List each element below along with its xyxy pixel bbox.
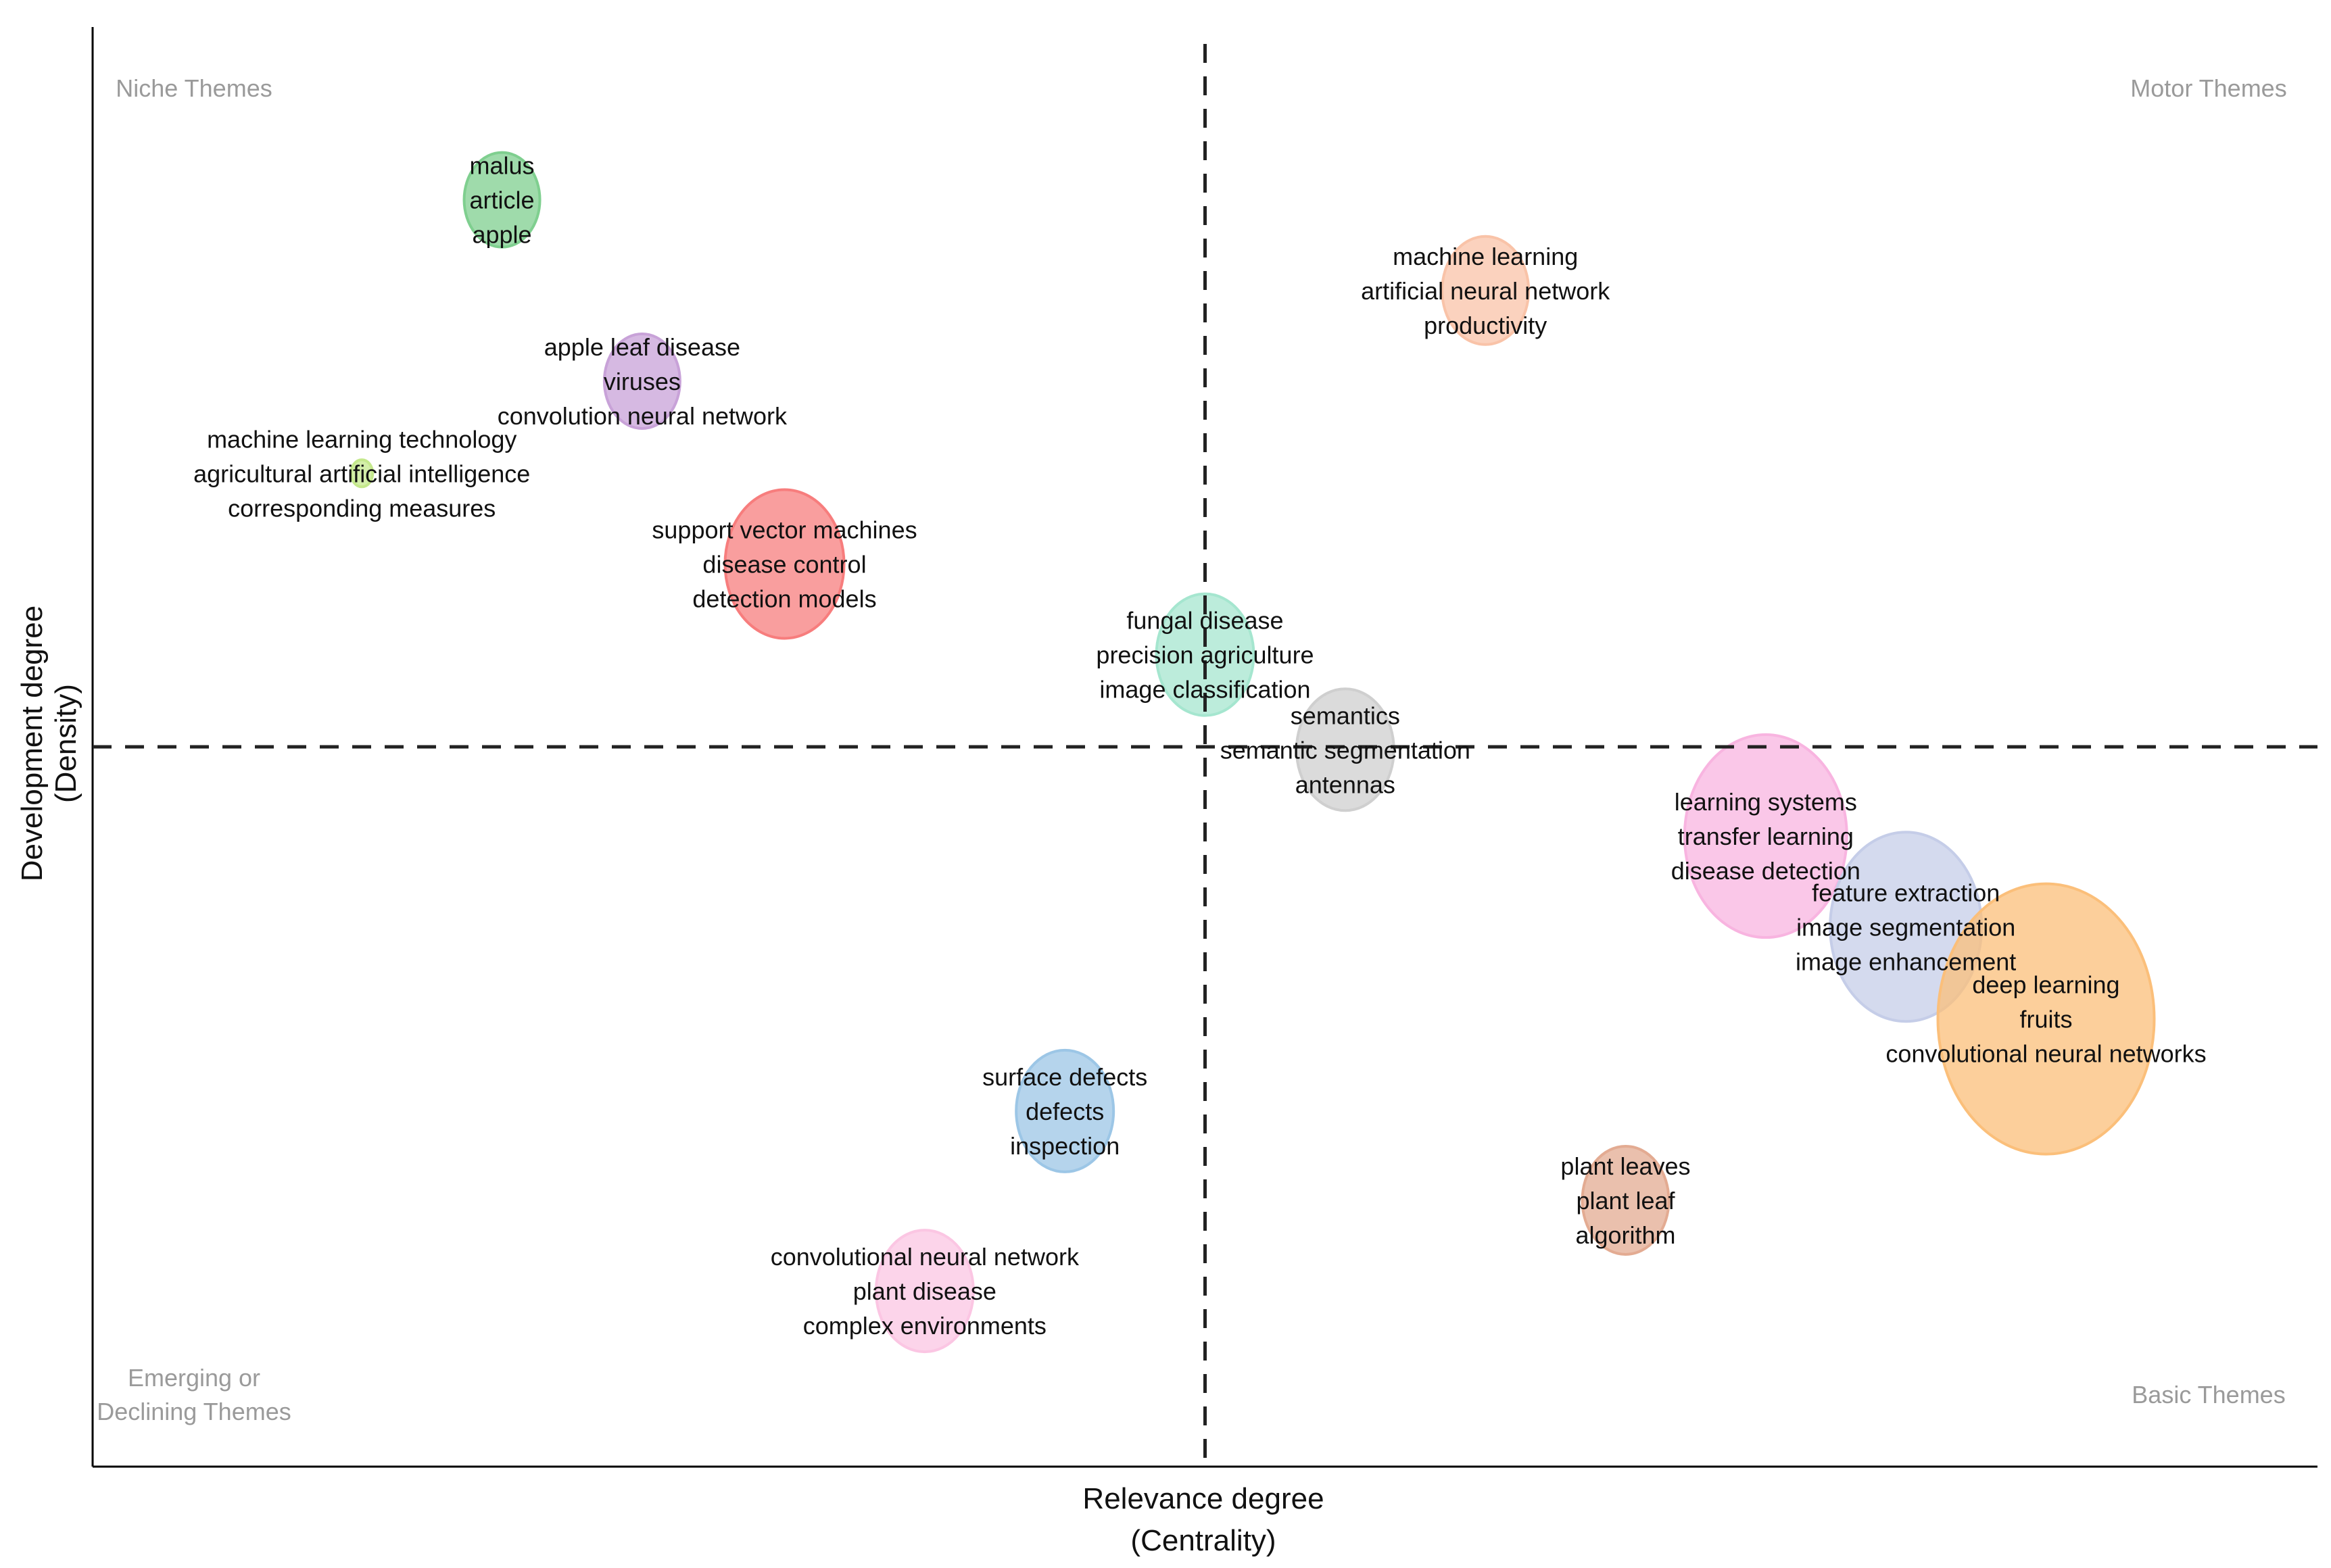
- cluster-label-machine-learning-technology-3: corresponding measures: [228, 494, 496, 522]
- cluster-label-machine-learning-2: artificial neural network: [1361, 277, 1610, 305]
- x-axis-title-line1: Relevance degree: [1082, 1482, 1324, 1515]
- quadrant-label-emerging-line1: Emerging or: [128, 1364, 260, 1392]
- cluster-label-support-vector-machines-2: disease control: [702, 550, 866, 578]
- cluster-label-fungal-disease-1: fungal disease: [1126, 607, 1283, 635]
- cluster-label-learning-systems-1: learning systems: [1675, 788, 1857, 816]
- cluster-bubble-surface-defects: [1015, 1048, 1115, 1173]
- cluster-label-plant-leaves-3: algorithm: [1575, 1221, 1675, 1249]
- cluster-label-deep-learning-3: convolutional neural networks: [1885, 1040, 2206, 1068]
- cluster-label-machine-learning-1: machine learning: [1393, 243, 1578, 270]
- cluster-bubble-semantics: [1295, 687, 1395, 812]
- cluster-label-malus-3: apple: [472, 221, 531, 249]
- cluster-bubble-malus: [462, 151, 542, 249]
- cluster-bubble-support-vector-machines: [723, 488, 846, 640]
- cluster-bubble-convolutional-neural-network: [874, 1229, 975, 1354]
- cluster-label-apple-leaf-disease-2: viruses: [604, 368, 681, 395]
- cluster-label-malus-2: article: [470, 187, 535, 214]
- cluster-label-surface-defects-2: defects: [1026, 1098, 1104, 1125]
- cluster-label-machine-learning-technology-1: machine learning technology: [207, 425, 516, 453]
- cluster-label-support-vector-machines-3: detection models: [692, 585, 876, 612]
- cluster-label-machine-learning-technology-2: agricultural artificial intelligence: [193, 460, 530, 487]
- cluster-label-feature-extraction-2: image segmentation: [1796, 913, 2015, 941]
- cluster-labels-layer: malus article apple apple leaf disease virus…: [193, 152, 2207, 1340]
- cluster-label-semantics-1: semantics: [1291, 702, 1400, 729]
- cluster-label-surface-defects-1: surface defects: [982, 1063, 1147, 1091]
- cluster-label-convolutional-neural-network-2: plant disease: [853, 1277, 996, 1305]
- cluster-label-apple-leaf-disease-3: convolution neural network: [498, 402, 788, 430]
- cluster-bubble-machine-learning-technology: [350, 458, 375, 489]
- cluster-label-surface-defects-3: inspection: [1010, 1132, 1120, 1160]
- cluster-bubble-machine-learning: [1441, 235, 1531, 346]
- cluster-label-plant-leaves-1: plant leaves: [1560, 1152, 1690, 1180]
- cluster-label-convolutional-neural-network-1: convolutional neural network: [771, 1243, 1080, 1271]
- quadrant-label-niche: Niche Themes: [116, 74, 272, 102]
- cluster-label-learning-systems-2: transfer learning: [1678, 823, 1854, 850]
- quadrant-label-emerging-line2: Declining Themes: [97, 1398, 291, 1425]
- cluster-label-learning-systems-3: disease detection: [1671, 857, 1860, 885]
- cluster-label-semantics-2: semantic segmentation: [1220, 736, 1470, 764]
- cluster-label-plant-leaves-2: plant leaf: [1576, 1187, 1675, 1215]
- cluster-label-semantics-3: antennas: [1295, 770, 1395, 798]
- cluster-label-convolutional-neural-network-3: complex environments: [803, 1312, 1047, 1340]
- cluster-bubble-learning-systems: [1683, 733, 1848, 939]
- quadrant-label-motor: Motor Themes: [2130, 74, 2286, 102]
- quadrant-label-basic: Basic Themes: [2132, 1381, 2285, 1408]
- y-axis-title-line2: (Density): [49, 684, 82, 803]
- bubbles-layer: [350, 151, 2156, 1354]
- cluster-label-support-vector-machines-1: support vector machines: [652, 516, 917, 543]
- cluster-label-deep-learning-2: fruits: [2019, 1006, 2072, 1033]
- cluster-label-apple-leaf-disease-1: apple leaf disease: [544, 333, 740, 361]
- y-axis-title-line1: Development degree: [16, 606, 49, 881]
- cluster-bubble-plant-leaves: [1581, 1144, 1671, 1256]
- cluster-bubble-fungal-disease: [1155, 592, 1255, 717]
- cluster-label-deep-learning-1: deep learning: [1972, 971, 2119, 999]
- cluster-label-fungal-disease-3: image classification: [1099, 676, 1310, 704]
- x-axis-title-line2: (Centrality): [1130, 1524, 1276, 1557]
- cluster-bubble-apple-leaf-disease: [602, 332, 681, 430]
- cluster-label-feature-extraction-3: image enhancement: [1796, 948, 2016, 975]
- cluster-label-malus-1: malus: [470, 152, 535, 180]
- cluster-label-fungal-disease-2: precision agriculture: [1096, 641, 1314, 669]
- cluster-bubble-deep-learning: [1936, 882, 2156, 1156]
- cluster-label-machine-learning-3: productivity: [1424, 312, 1547, 339]
- cluster-label-feature-extraction-1: feature extraction: [1812, 879, 2000, 906]
